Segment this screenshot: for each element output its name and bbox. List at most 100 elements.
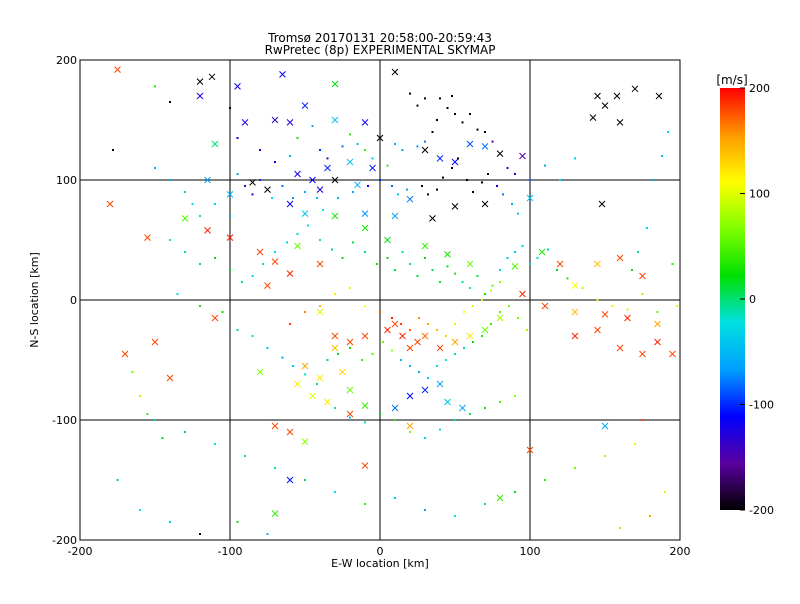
data-point-dot	[664, 491, 666, 493]
data-point-x	[346, 158, 354, 166]
data-point-dot	[637, 251, 639, 253]
data-point-x	[384, 326, 391, 334]
data-point-x	[294, 242, 301, 250]
data-point-x	[391, 320, 399, 328]
y-tick-label: 0	[70, 294, 77, 307]
data-point-dot	[574, 157, 576, 160]
x-tick-label: -200	[68, 545, 93, 558]
data-point-dot	[476, 275, 479, 277]
data-point-dot	[427, 323, 429, 325]
data-point-x	[264, 186, 271, 193]
data-point-x	[589, 114, 597, 121]
data-point-x	[496, 150, 504, 157]
data-point-dot	[341, 145, 344, 148]
data-point-dot	[146, 413, 149, 415]
data-point-x	[526, 194, 534, 202]
data-point-x	[459, 404, 466, 412]
data-point-dot	[496, 185, 498, 187]
data-point-dot	[454, 353, 456, 355]
data-point-dot	[454, 323, 456, 325]
data-point-dot	[461, 121, 464, 124]
data-point-x	[361, 210, 369, 217]
data-point-dot	[439, 97, 441, 100]
data-point-dot	[271, 197, 273, 199]
data-point-dot	[376, 263, 378, 265]
data-point-dot	[454, 113, 456, 115]
data-point-dot	[401, 149, 404, 151]
data-point-x	[598, 200, 606, 208]
data-point-dot	[461, 281, 464, 283]
colorbar-tick-label: -200	[749, 504, 774, 517]
data-point-x	[481, 200, 489, 208]
data-point-x	[414, 338, 421, 346]
data-point-dot	[491, 140, 494, 143]
data-point-dot	[184, 431, 186, 433]
data-point-x	[421, 146, 429, 154]
data-point-dot	[386, 257, 389, 259]
data-point-x	[429, 215, 436, 222]
data-point-x	[331, 80, 339, 88]
y-axis-ticks: -200 -100 0 100 200	[52, 54, 680, 547]
x-axis-label: E-W location [km]	[331, 557, 429, 570]
data-point-x	[144, 234, 151, 241]
data-point-dot	[371, 157, 374, 160]
data-point-x	[331, 344, 339, 352]
data-point-dot	[236, 521, 239, 523]
y-tick-label: -100	[52, 414, 77, 427]
data-point-x	[286, 270, 294, 277]
data-point-dot	[517, 317, 519, 319]
data-point-x	[361, 402, 369, 409]
data-point-dot	[274, 161, 276, 163]
data-point-dot	[266, 533, 269, 535]
data-point-x	[451, 203, 459, 210]
data-point-dot	[544, 479, 546, 481]
data-point-dot	[436, 365, 438, 367]
data-point-dot	[281, 185, 284, 187]
data-point-x	[601, 422, 609, 430]
data-point-x	[361, 462, 369, 469]
data-point-dot	[454, 272, 456, 275]
data-point-dot	[319, 239, 321, 241]
data-point-dot	[259, 149, 261, 151]
data-point-dot	[397, 193, 399, 196]
data-point-x	[601, 102, 609, 109]
data-point-dot	[266, 347, 269, 349]
data-point-dot	[391, 349, 393, 352]
data-point-dot	[416, 275, 419, 277]
data-point-dot	[391, 317, 393, 319]
data-point-x	[436, 380, 444, 388]
data-point-dot	[394, 269, 396, 271]
data-point-dot	[394, 419, 396, 421]
data-point-dot	[676, 305, 678, 307]
data-point-x	[421, 332, 429, 340]
data-point-x	[151, 338, 159, 346]
data-point-dot	[191, 203, 194, 205]
data-point-x	[406, 195, 414, 203]
data-point-dot	[364, 421, 366, 424]
data-point-dot	[371, 353, 374, 355]
data-point-x	[444, 398, 451, 406]
data-point-dot	[634, 443, 636, 445]
data-point-dot	[169, 521, 171, 523]
data-point-dot	[326, 157, 329, 160]
data-point-dot	[334, 293, 336, 295]
data-point-x	[616, 344, 624, 352]
data-point-dot	[409, 329, 411, 331]
data-point-x	[654, 338, 661, 346]
data-point-dot	[442, 176, 444, 179]
data-point-dot	[481, 299, 483, 301]
data-point-x	[481, 143, 489, 150]
data-point-dot	[472, 191, 474, 193]
data-point-x	[316, 260, 324, 268]
data-point-dot	[251, 193, 254, 196]
data-point-x	[369, 164, 376, 172]
data-point-dot	[652, 179, 654, 181]
data-point-dot	[671, 263, 674, 265]
data-point-dot	[349, 416, 351, 419]
data-point-x	[616, 119, 624, 126]
colorbar-tick-label: 100	[749, 188, 770, 201]
data-point-dot	[521, 245, 524, 247]
data-point-dot	[161, 437, 164, 439]
data-point-dot	[394, 497, 396, 499]
